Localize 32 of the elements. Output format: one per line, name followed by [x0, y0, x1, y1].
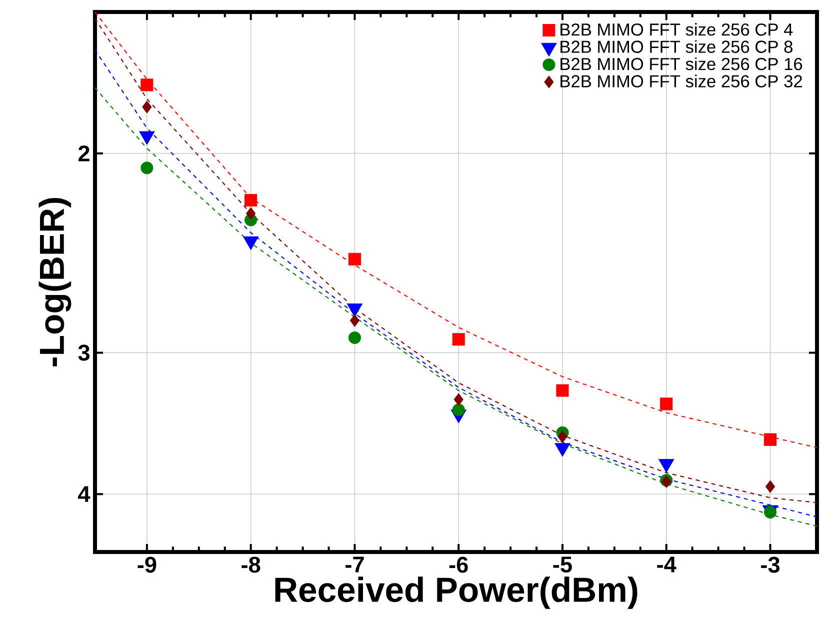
y-tick-label: 2	[78, 145, 90, 162]
x-tick-label: -6	[449, 556, 468, 573]
point	[350, 314, 360, 327]
point	[140, 162, 154, 174]
point	[452, 404, 465, 416]
x-tick-label: -4	[657, 556, 676, 572]
point	[558, 430, 568, 444]
point	[246, 207, 256, 220]
point	[244, 194, 258, 207]
x-axis-title: Received Power(dBm)	[275, 576, 638, 609]
point	[142, 100, 152, 114]
point	[764, 433, 777, 446]
point	[348, 331, 361, 344]
point	[556, 384, 569, 397]
point	[348, 252, 361, 266]
point	[454, 393, 464, 406]
point	[140, 78, 154, 92]
legend-label: B2B MIMO FFT size 256 CP 16	[560, 57, 802, 70]
point	[452, 333, 465, 346]
x-tick-label: -7	[346, 556, 364, 572]
legend-label: B2B MIMO FFT size 256 CP 8	[560, 40, 792, 53]
y-tick-label: 3	[78, 344, 90, 361]
x-tick-label: -5	[553, 556, 572, 573]
legend-label: B2B MIMO FFT size 256 CP 32	[560, 74, 802, 88]
y-tick-label: 4	[78, 486, 90, 502]
y-axis-title: -Log(BER)	[38, 198, 72, 366]
legend-label: B2B MIMO FFT size 256 CP 4	[560, 22, 793, 36]
x-tick-label: -9	[138, 556, 156, 573]
point	[765, 480, 776, 493]
x-tick-label: -8	[242, 556, 260, 573]
x-tick-label: -3	[761, 556, 780, 573]
point	[660, 398, 673, 410]
